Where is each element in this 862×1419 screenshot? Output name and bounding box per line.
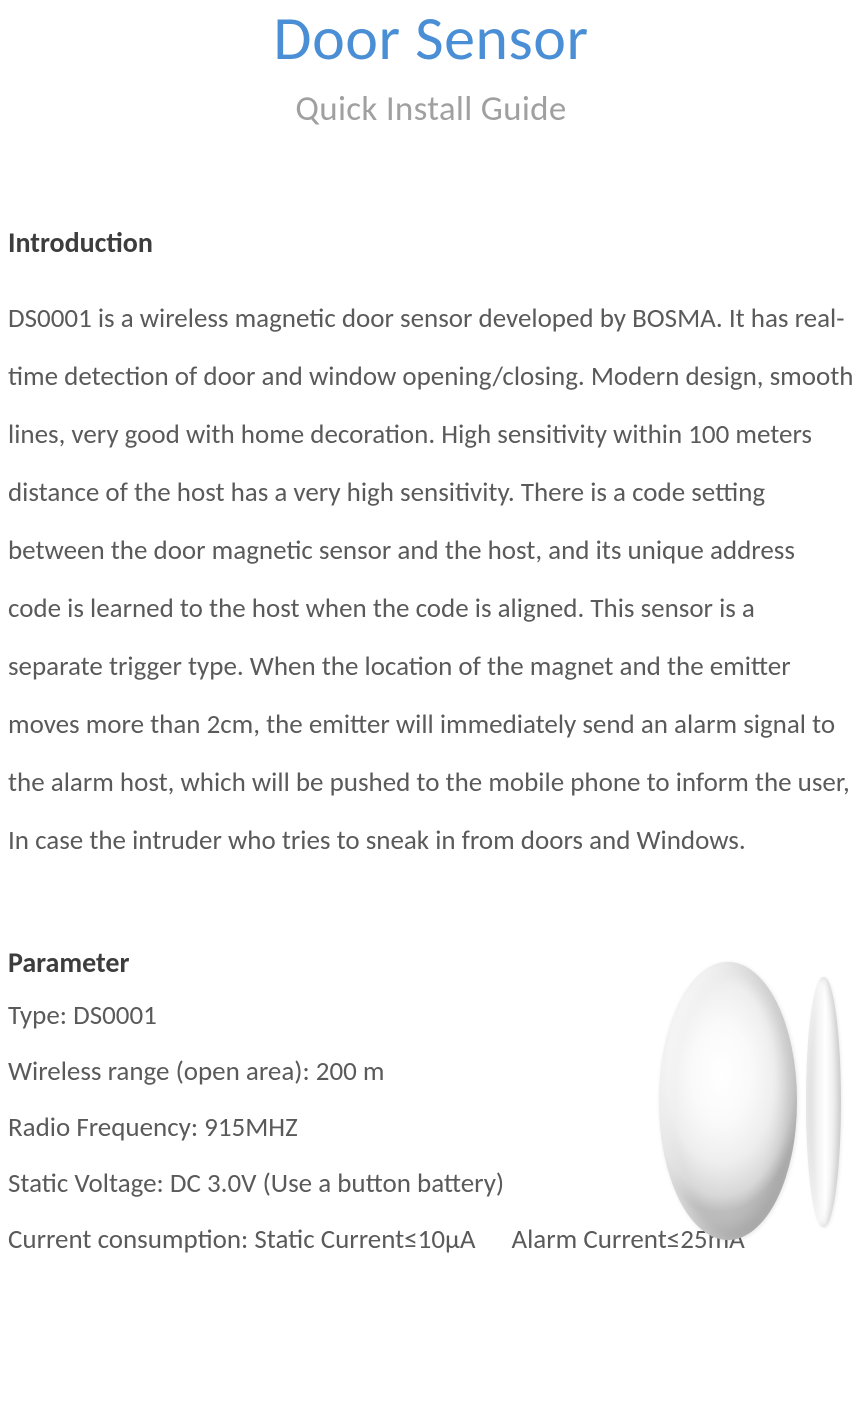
document-subtitle: Quick Install Guide	[8, 88, 854, 130]
parameter-block: Type: DS0001 Wireless range (open area):…	[8, 1002, 854, 1253]
product-image	[659, 962, 844, 1242]
sensor-magnet-icon	[806, 977, 841, 1227]
introduction-body: DS0001 is a wireless magnetic door senso…	[8, 290, 854, 870]
document-title: Door Sensor	[8, 0, 854, 76]
sensor-body-icon	[659, 962, 797, 1240]
param-current-static: Current consumption: Static Current≤10μA	[8, 1226, 475, 1253]
introduction-heading: Introduction	[8, 225, 854, 260]
